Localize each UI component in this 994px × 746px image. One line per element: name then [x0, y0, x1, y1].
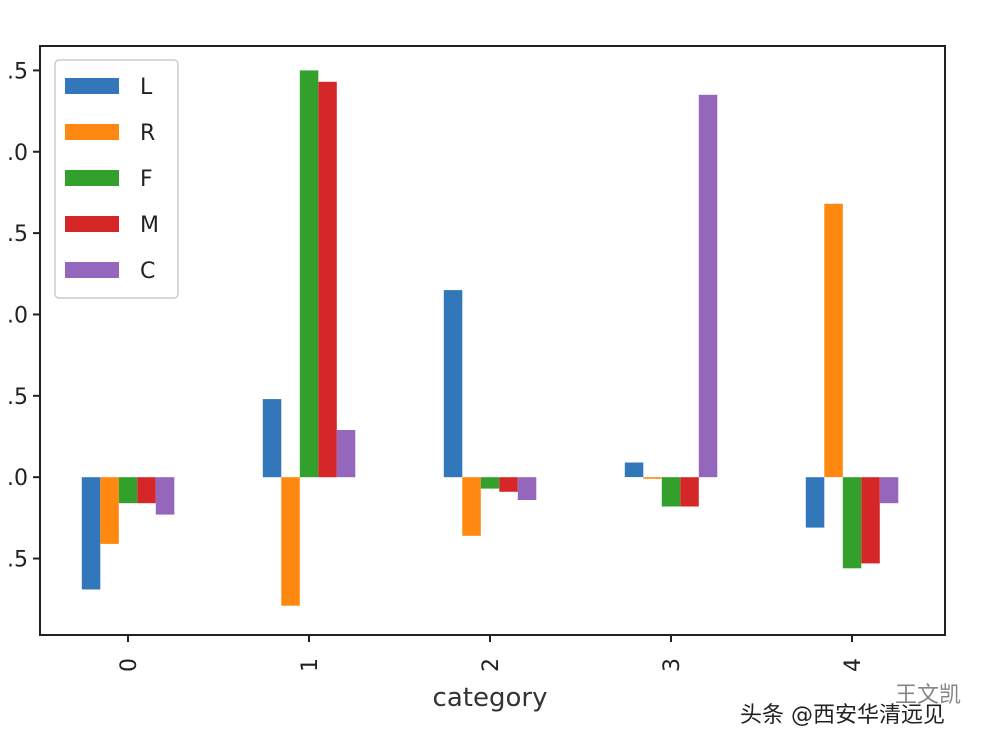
bar-F-4 — [842, 477, 862, 569]
watermark-text: 头条 @西安华清远见 — [740, 703, 945, 728]
bar-F-0 — [118, 477, 138, 504]
legend-swatch-F — [65, 170, 119, 186]
bar-R-0 — [100, 477, 119, 544]
bar-L-2 — [443, 290, 463, 478]
legend-swatch-M — [65, 216, 119, 232]
plot-frame — [39, 45, 946, 636]
bars-group — [81, 70, 899, 606]
y-tick-label: .5 — [7, 548, 28, 573]
x-axis-title: category — [433, 683, 548, 713]
y-tick-label: .5 — [7, 59, 28, 84]
watermark-faint: 王文凯 — [895, 683, 961, 708]
y-tick-label: .0 — [7, 141, 28, 166]
y-axis: .5 .0 .5 .0 .5 .0 .5 — [7, 59, 40, 573]
bar-F-2 — [480, 477, 500, 489]
y-tick-label: .5 — [7, 222, 28, 247]
x-tick-label-1: 1 — [298, 658, 323, 672]
legend-swatch-L — [65, 78, 119, 94]
legend-label-L: L — [140, 75, 153, 100]
x-tick-label-4: 4 — [841, 658, 866, 672]
bar-M-1 — [318, 81, 337, 478]
bar-L-3 — [624, 462, 644, 478]
legend-swatch-R — [65, 124, 119, 140]
bar-L-0 — [81, 477, 101, 590]
bar-F-3 — [661, 477, 681, 507]
bar-R-2 — [462, 477, 481, 536]
bar-L-4 — [805, 477, 825, 528]
bar-C-4 — [879, 477, 899, 504]
y-tick-label: .0 — [7, 303, 28, 328]
y-tick-label: .5 — [7, 385, 28, 410]
bar-M-4 — [861, 477, 880, 564]
bar-M-3 — [680, 477, 699, 507]
bar-C-0 — [155, 477, 175, 515]
bar-R-1 — [281, 477, 300, 606]
bar-F-1 — [299, 70, 319, 478]
x-tick-label-2: 2 — [479, 658, 504, 672]
legend-label-R: R — [140, 121, 155, 146]
bar-M-0 — [137, 477, 156, 504]
bar-C-1 — [336, 430, 356, 478]
bar-L-1 — [262, 399, 282, 478]
bar-M-2 — [499, 477, 518, 492]
x-tick-label-3: 3 — [660, 658, 685, 672]
x-tick-label-0: 0 — [117, 658, 142, 672]
legend-label-F: F — [140, 167, 153, 192]
legend-swatch-C — [65, 262, 119, 278]
legend-label-M: M — [140, 213, 159, 238]
legend-label-C: C — [140, 259, 155, 284]
bar-R-3 — [643, 477, 662, 479]
bar-C-3 — [698, 94, 718, 478]
y-tick-label: .0 — [7, 466, 28, 491]
x-axis: 0 1 2 3 4 — [117, 635, 866, 672]
bar-C-2 — [517, 477, 537, 500]
bar-R-4 — [824, 203, 843, 478]
